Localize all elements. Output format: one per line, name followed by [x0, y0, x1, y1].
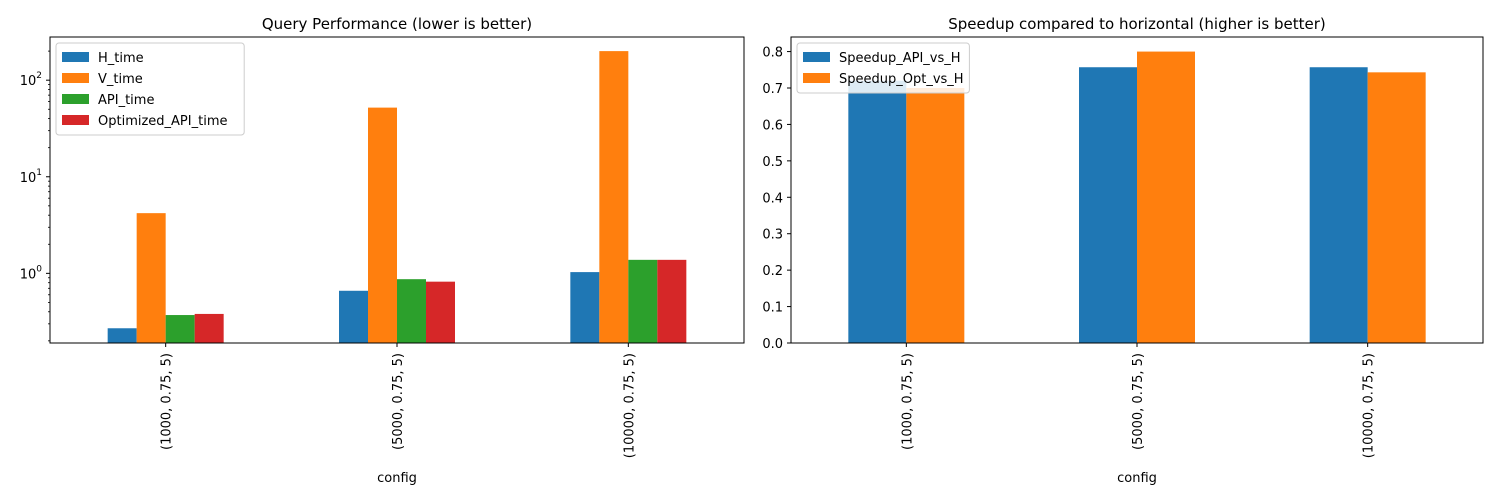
legend-box — [796, 42, 970, 94]
legend-swatch — [62, 115, 89, 125]
bar-speedup-api-vs-h — [1079, 67, 1137, 343]
bar-optimized-api-time — [426, 281, 455, 343]
x-tick-label: (10000, 0.75, 5) — [1362, 353, 1377, 458]
y-tick-label: 0.6 — [762, 118, 783, 133]
bar-v-time — [136, 213, 166, 343]
legend-label: Optimized_API_time — [98, 114, 227, 129]
legend-swatch — [803, 52, 830, 62]
bar-optimized-api-time — [657, 259, 687, 343]
y-tick-label: 101 — [20, 168, 42, 186]
legend-swatch — [62, 73, 89, 83]
bar-speedup-opt-vs-h — [1137, 51, 1195, 343]
bar-h-time — [339, 290, 368, 343]
legend-label: Speedup_API_vs_H — [839, 51, 961, 66]
bar-h-time — [107, 328, 137, 343]
y-tick-label: 0.7 — [762, 82, 783, 97]
chart-title: Query Performance (lower is better) — [262, 15, 532, 33]
speedup-chart: Speedup compared to horizontal (higher i… — [762, 15, 1484, 486]
legend-label: V_time — [98, 72, 143, 87]
x-tick-label: (5000, 0.75, 5) — [1131, 353, 1146, 450]
y-tick-label: 102 — [20, 71, 42, 89]
x-tick-label: (5000, 0.75, 5) — [391, 353, 406, 450]
legend-swatch — [62, 94, 89, 104]
legend-swatch — [803, 73, 830, 83]
legend-label: API_time — [98, 93, 154, 108]
y-tick-label: 0.1 — [762, 301, 783, 316]
bar-v-time — [599, 51, 629, 343]
bar-speedup-opt-vs-h — [906, 88, 965, 343]
y-tick-label: 100 — [20, 264, 43, 282]
y-tick-label: 0.0 — [762, 337, 783, 352]
axis-ticks: (1000, 0.75, 5) (5000, 0.75, 5) (10000, 0.… — [20, 50, 637, 458]
legend-label: H_time — [98, 51, 144, 66]
bar-group — [848, 51, 1426, 343]
y-tick-label: 0.5 — [762, 155, 783, 170]
y-tick-label: 0.4 — [762, 191, 783, 206]
y-tick-label: 0.2 — [762, 264, 783, 279]
x-axis-label: config — [1117, 471, 1157, 486]
query-performance-chart: Query Performance (lower is better) (100… — [20, 15, 745, 486]
axis-ticks: (1000, 0.75, 5) (5000, 0.75, 5) (10000, 0.… — [762, 46, 1376, 459]
x-tick-label: (1000, 0.75, 5) — [160, 353, 175, 450]
bar-group — [107, 51, 687, 343]
y-tick-label: 0.8 — [762, 46, 783, 61]
bar-v-time — [368, 107, 397, 343]
y-tick-label: 0.3 — [762, 228, 783, 243]
bar-speedup-api-vs-h — [1309, 67, 1368, 343]
legend-swatch — [62, 52, 89, 62]
x-axis-label: config — [377, 471, 417, 486]
bar-speedup-api-vs-h — [848, 80, 907, 343]
legend: Speedup_API_vs_H Speedup_Opt_vs_H — [796, 42, 970, 94]
bar-speedup-opt-vs-h — [1367, 72, 1426, 343]
legend: H_time V_time API_time Optimized_API_time — [55, 42, 245, 136]
chart-title: Speedup compared to horizontal (higher i… — [948, 15, 1326, 33]
bar-optimized-api-time — [194, 313, 224, 343]
legend-label: Speedup_Opt_vs_H — [839, 72, 964, 87]
x-tick-label: (10000, 0.75, 5) — [622, 353, 637, 458]
x-tick-label: (1000, 0.75, 5) — [900, 353, 915, 450]
bar-api-time — [628, 259, 658, 343]
bar-h-time — [570, 272, 600, 343]
bar-api-time — [165, 315, 195, 343]
legend-box — [55, 42, 245, 136]
bar-api-time — [397, 279, 426, 343]
